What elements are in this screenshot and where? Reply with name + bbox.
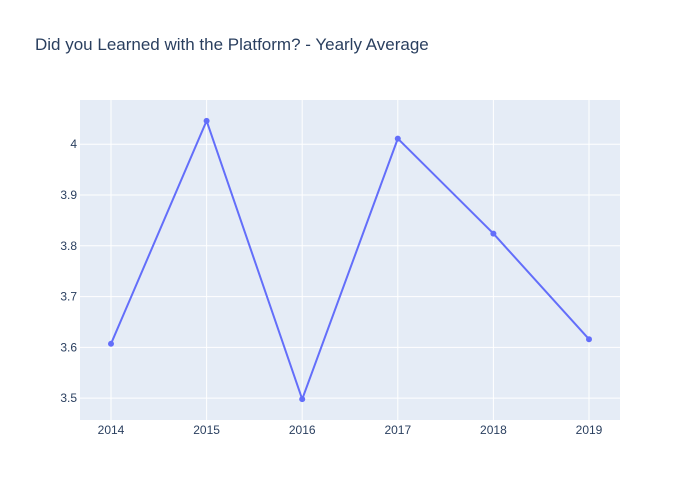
y-tick-label: 3.9 — [60, 188, 77, 202]
x-tick-label: 2015 — [193, 423, 220, 437]
y-tick-label: 3.6 — [60, 340, 77, 354]
data-point[interactable] — [108, 341, 114, 347]
y-tick-label: 3.8 — [60, 239, 77, 253]
y-tick-label: 3.7 — [60, 290, 77, 304]
y-axis-ticks: 3.5 3.6 3.7 3.8 3.9 4 — [60, 137, 77, 405]
y-tick-label: 3.5 — [60, 391, 77, 405]
data-point[interactable] — [586, 336, 592, 342]
data-point[interactable] — [490, 231, 496, 237]
x-axis-ticks: 2014 2015 2016 2017 2018 2019 — [98, 423, 603, 437]
x-tick-label: 2017 — [384, 423, 411, 437]
x-tick-label: 2014 — [98, 423, 125, 437]
y-tick-label: 4 — [70, 137, 77, 151]
x-tick-label: 2016 — [289, 423, 316, 437]
chart-title: Did you Learned with the Platform? - Yea… — [35, 35, 429, 54]
x-tick-label: 2019 — [576, 423, 603, 437]
data-point[interactable] — [204, 118, 210, 124]
plot-area — [80, 100, 620, 420]
x-tick-label: 2018 — [480, 423, 507, 437]
data-point[interactable] — [395, 136, 401, 142]
data-point[interactable] — [299, 396, 305, 402]
